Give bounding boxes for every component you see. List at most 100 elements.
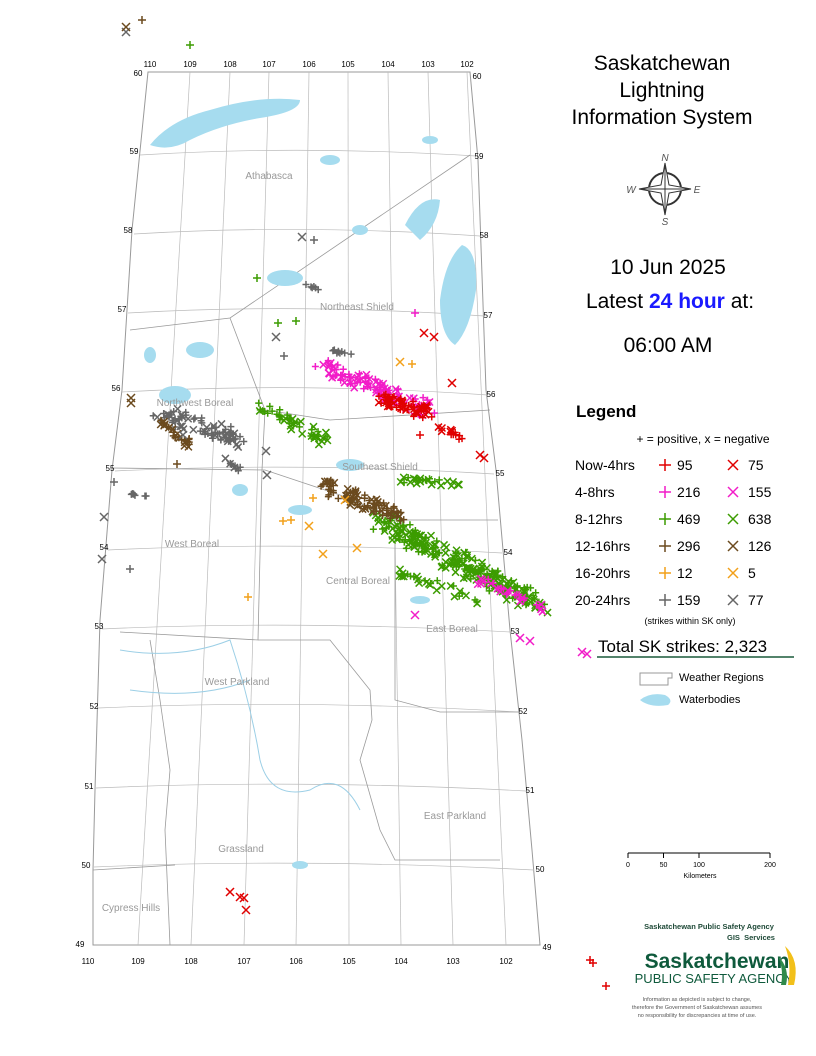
positive-count: 469: [677, 511, 701, 527]
latitude-label: 55: [496, 469, 505, 478]
strike-symbol: [271, 332, 281, 342]
latitude-label: 51: [526, 786, 535, 795]
region-label: Athabasca: [245, 171, 293, 182]
strike-symbol: [460, 548, 469, 557]
strike-symbol: [126, 565, 134, 573]
strike-symbol: [262, 470, 272, 480]
strike-symbol: [311, 362, 319, 370]
latitude-label: 49: [543, 943, 552, 952]
logo-top: Saskatchewan: [645, 950, 790, 973]
legend-label: 8-12hrs: [575, 511, 622, 527]
strike-symbol: [323, 436, 332, 445]
strike-symbol: [287, 516, 295, 524]
strike-symbol: [173, 404, 182, 413]
strike-symbol: [225, 887, 235, 897]
strike-symbol: [361, 504, 370, 513]
strike-symbol: [241, 905, 251, 915]
strike-symbol: [339, 365, 347, 373]
strike-symbol: [273, 410, 281, 418]
strike-symbol: [384, 520, 392, 528]
strike-symbol: [388, 524, 397, 533]
strike-symbol: [280, 352, 288, 360]
strike-symbol: [410, 412, 418, 420]
latitude-label: 57: [484, 311, 493, 320]
map-labels: Athabasca Northeast Shield Northwest Borea…: [76, 60, 552, 966]
region-label: East Boreal: [426, 624, 478, 635]
strike-symbol: [441, 548, 450, 557]
strike-symbol: [141, 492, 149, 500]
strike-symbol: [484, 575, 492, 583]
negative-count: 638: [748, 511, 772, 527]
strike-symbol: [421, 547, 429, 555]
longitude-label: 103: [421, 60, 435, 69]
strike-symbol: [464, 563, 473, 572]
strike-symbol: [216, 430, 224, 438]
region-label: Northeast Shield: [320, 302, 394, 313]
strike-symbol: [375, 379, 384, 388]
strike-symbol: [297, 232, 307, 242]
region-label: East Parkland: [424, 811, 486, 822]
strike-symbol: [365, 379, 373, 387]
strike-symbol: [413, 530, 422, 539]
rivers: [119, 639, 361, 811]
strike-symbol: [351, 379, 359, 387]
strike-symbol: [352, 543, 362, 553]
latitude-label: 56: [112, 384, 121, 393]
latitude-label: 60: [473, 72, 482, 81]
strike-symbol: [126, 398, 136, 408]
strike-symbol: [232, 465, 240, 473]
strike-symbol: [255, 406, 264, 415]
strike-symbol: [424, 579, 433, 588]
strike-symbol: [502, 595, 511, 604]
positive-count: 159: [677, 592, 701, 608]
strike-symbol: [522, 586, 530, 594]
latitude-label: 58: [480, 231, 489, 240]
strike-symbol: [314, 440, 323, 449]
strike-symbol: [410, 573, 418, 581]
strike-symbol: [493, 584, 502, 593]
strike-symbol: [478, 575, 487, 585]
latest-prefix: Latest: [585, 290, 644, 313]
strike-symbol: [446, 581, 455, 590]
strike-symbol: [208, 434, 216, 442]
strike-symbol: [405, 401, 413, 409]
longitude-label: 102: [499, 957, 513, 966]
title: Lightning: [619, 79, 704, 102]
strike-symbol: [450, 592, 459, 601]
strike-symbol: [441, 563, 450, 572]
strike-symbol: [276, 406, 284, 414]
strike-symbol: [410, 539, 419, 548]
strike-symbol: [189, 425, 198, 434]
strike-symbol: [504, 589, 512, 597]
total-icon: [577, 647, 592, 659]
strike-symbol: [416, 431, 424, 439]
strike-symbol: [410, 610, 420, 620]
strike-symbol: [351, 487, 360, 496]
scale-label: 200: [764, 862, 776, 869]
legend-weather-regions: Weather Regions: [679, 672, 764, 684]
strike-symbol: [347, 498, 356, 507]
strike-symbol: [341, 349, 349, 357]
strike-symbol: [289, 419, 297, 427]
strike-symbol: [198, 414, 206, 422]
graticule: [93, 71, 535, 946]
latitude-label: 52: [90, 702, 99, 711]
negative-symbol: [727, 567, 739, 579]
scale-label: 100: [693, 862, 705, 869]
strike-symbol: [390, 392, 398, 400]
strike-symbol: [324, 357, 332, 365]
strike-symbol: [228, 436, 237, 445]
legend-subtitle: + = positive, x = negative: [636, 432, 769, 446]
region-boundaries: [92, 154, 520, 946]
strike-symbol: [175, 415, 183, 423]
scale-label: 0: [626, 862, 630, 869]
strike-symbol: [208, 424, 216, 432]
strike-symbol: [452, 431, 460, 439]
strike-symbol: [454, 480, 463, 489]
strike-symbol: [428, 413, 436, 421]
strike-symbol: [184, 414, 193, 423]
region-label: Cypress Hills: [102, 903, 160, 914]
logo-mark: [778, 956, 787, 985]
strike-symbol: [354, 371, 363, 380]
strike-symbol: [415, 548, 423, 556]
